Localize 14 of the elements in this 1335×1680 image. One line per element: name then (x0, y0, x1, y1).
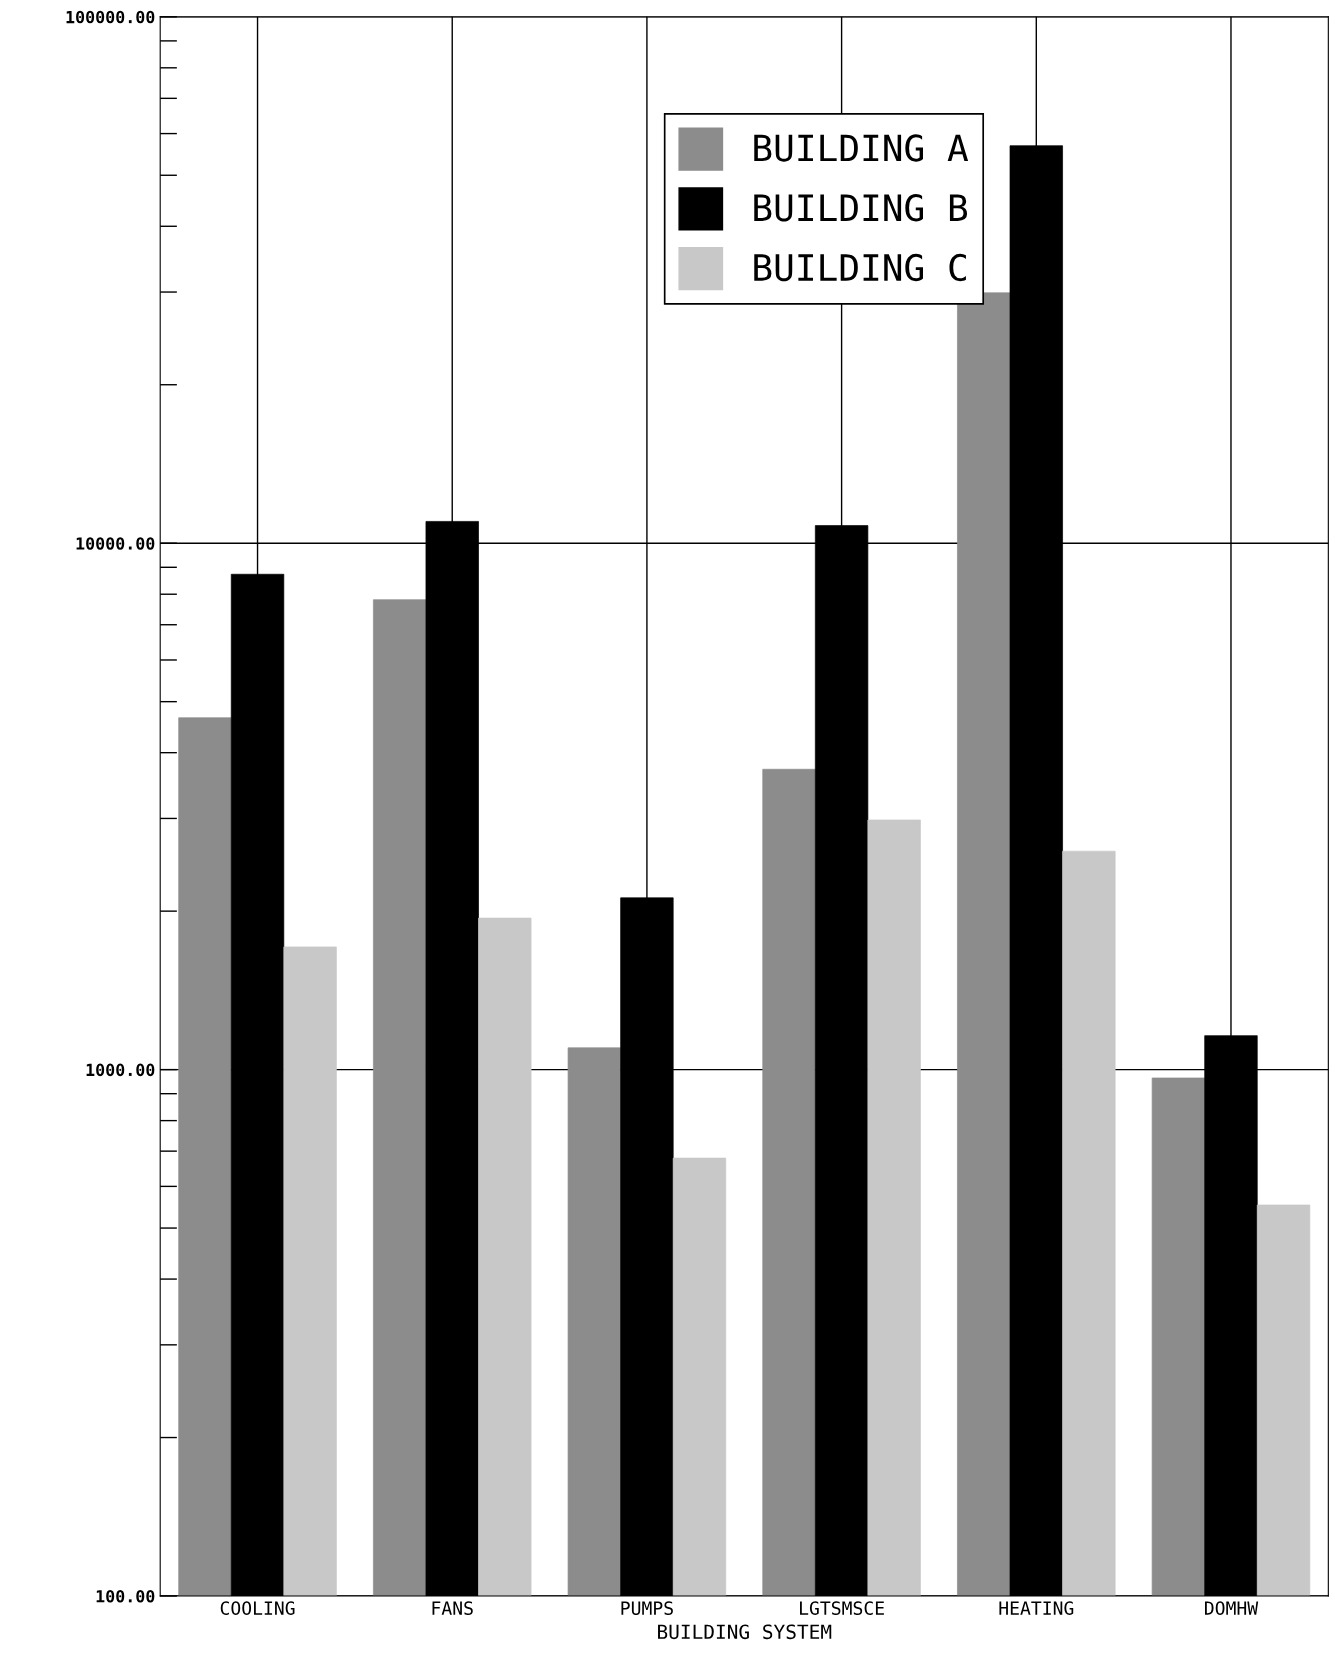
y-tick-label: 100000.00 (66, 10, 155, 24)
x-tick-label: FANS (432, 1601, 473, 1615)
x-tick-label: COOLING (220, 1601, 295, 1615)
y-tick-label: 10000.00 (76, 537, 155, 550)
x-tick-label: HEATING (999, 1601, 1074, 1615)
y-tick-label: 100.00 (96, 1589, 155, 1603)
y-tick-label: 1000.00 (86, 1063, 155, 1077)
legend-label: BUILDING B (754, 194, 968, 222)
x-tick-label: PUMPS (621, 1601, 673, 1615)
legend-label: BUILDING C (754, 253, 966, 282)
x-tick-label: DOMHW (1205, 1601, 1259, 1615)
legend-label: BUILDING A (754, 134, 969, 162)
x-axis-title: BUILDING SYSTEM (658, 1624, 832, 1640)
x-tick-label: LGTSMSCE (800, 1601, 884, 1615)
